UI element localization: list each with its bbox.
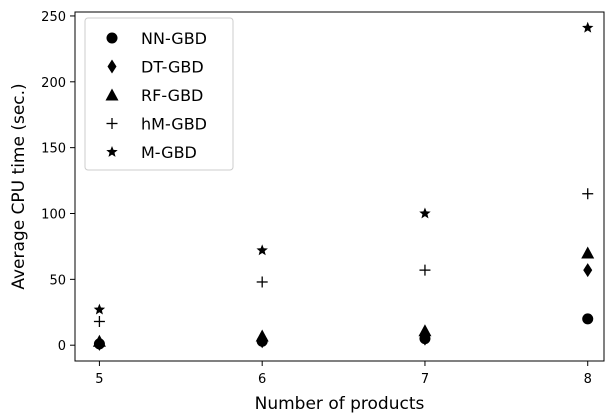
data-point [255,329,269,342]
legend-marker [106,32,118,44]
legend-label: M-GBD [141,143,197,162]
data-point [93,315,105,327]
legend: NN-GBD DT-GBD RF-GBD hM-GBD M-GBD [84,17,234,171]
x-tick-label: 5 [95,372,103,387]
x-axis-label: Number of products [255,394,425,414]
legend-marker [105,88,119,101]
legend-item: DT-GBD [107,58,204,77]
y-tick-label: 250 [41,10,66,25]
data-point [256,276,268,288]
legend-item: M-GBD [106,143,197,162]
y-axis-label: Average CPU time (sec.) [9,83,29,289]
data-point [418,324,432,337]
y-tick-label: 150 [41,142,66,157]
data-point [92,334,106,347]
data-point [583,263,593,278]
data-point [93,303,106,315]
data-point [582,188,594,200]
data-point [581,246,595,259]
legend-label: RF-GBD [141,86,203,105]
data-point [582,21,594,33]
data-point [419,207,431,219]
plot-frame [74,11,605,362]
y-tick-label: 0 [58,339,66,354]
legend-item: NN-GBD [106,29,207,48]
data-point [419,264,431,276]
y-tick-label: 100 [41,207,66,222]
data-point [582,313,594,325]
y-axis: 0 50 100 150 200 250 [41,10,75,354]
legend-label: NN-GBD [141,29,207,48]
legend-label: hM-GBD [141,115,207,134]
y-tick-label: 50 [49,273,66,288]
legend-marker [106,146,118,157]
legend-marker [106,118,118,129]
y-tick-label: 200 [41,76,66,91]
plot-area [74,11,605,362]
x-axis: 5 6 7 8 [95,361,592,387]
legend-item: hM-GBD [106,115,207,134]
legend-label: DT-GBD [141,58,204,77]
x-tick-label: 7 [421,372,429,387]
data-points [92,21,595,351]
x-tick-label: 6 [258,372,266,387]
legend-marker [107,59,117,74]
legend-item: RF-GBD [105,86,203,105]
legend-box [84,17,234,171]
x-tick-label: 8 [584,372,592,387]
data-point [256,244,268,256]
